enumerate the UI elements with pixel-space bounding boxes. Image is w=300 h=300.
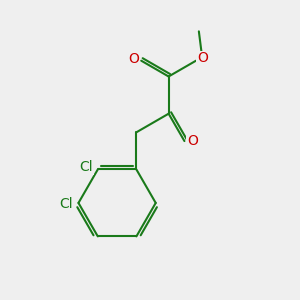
Text: O: O [187, 134, 198, 148]
Text: Cl: Cl [60, 196, 73, 211]
Text: Cl: Cl [79, 160, 93, 174]
Text: O: O [128, 52, 139, 66]
Text: O: O [197, 51, 208, 65]
